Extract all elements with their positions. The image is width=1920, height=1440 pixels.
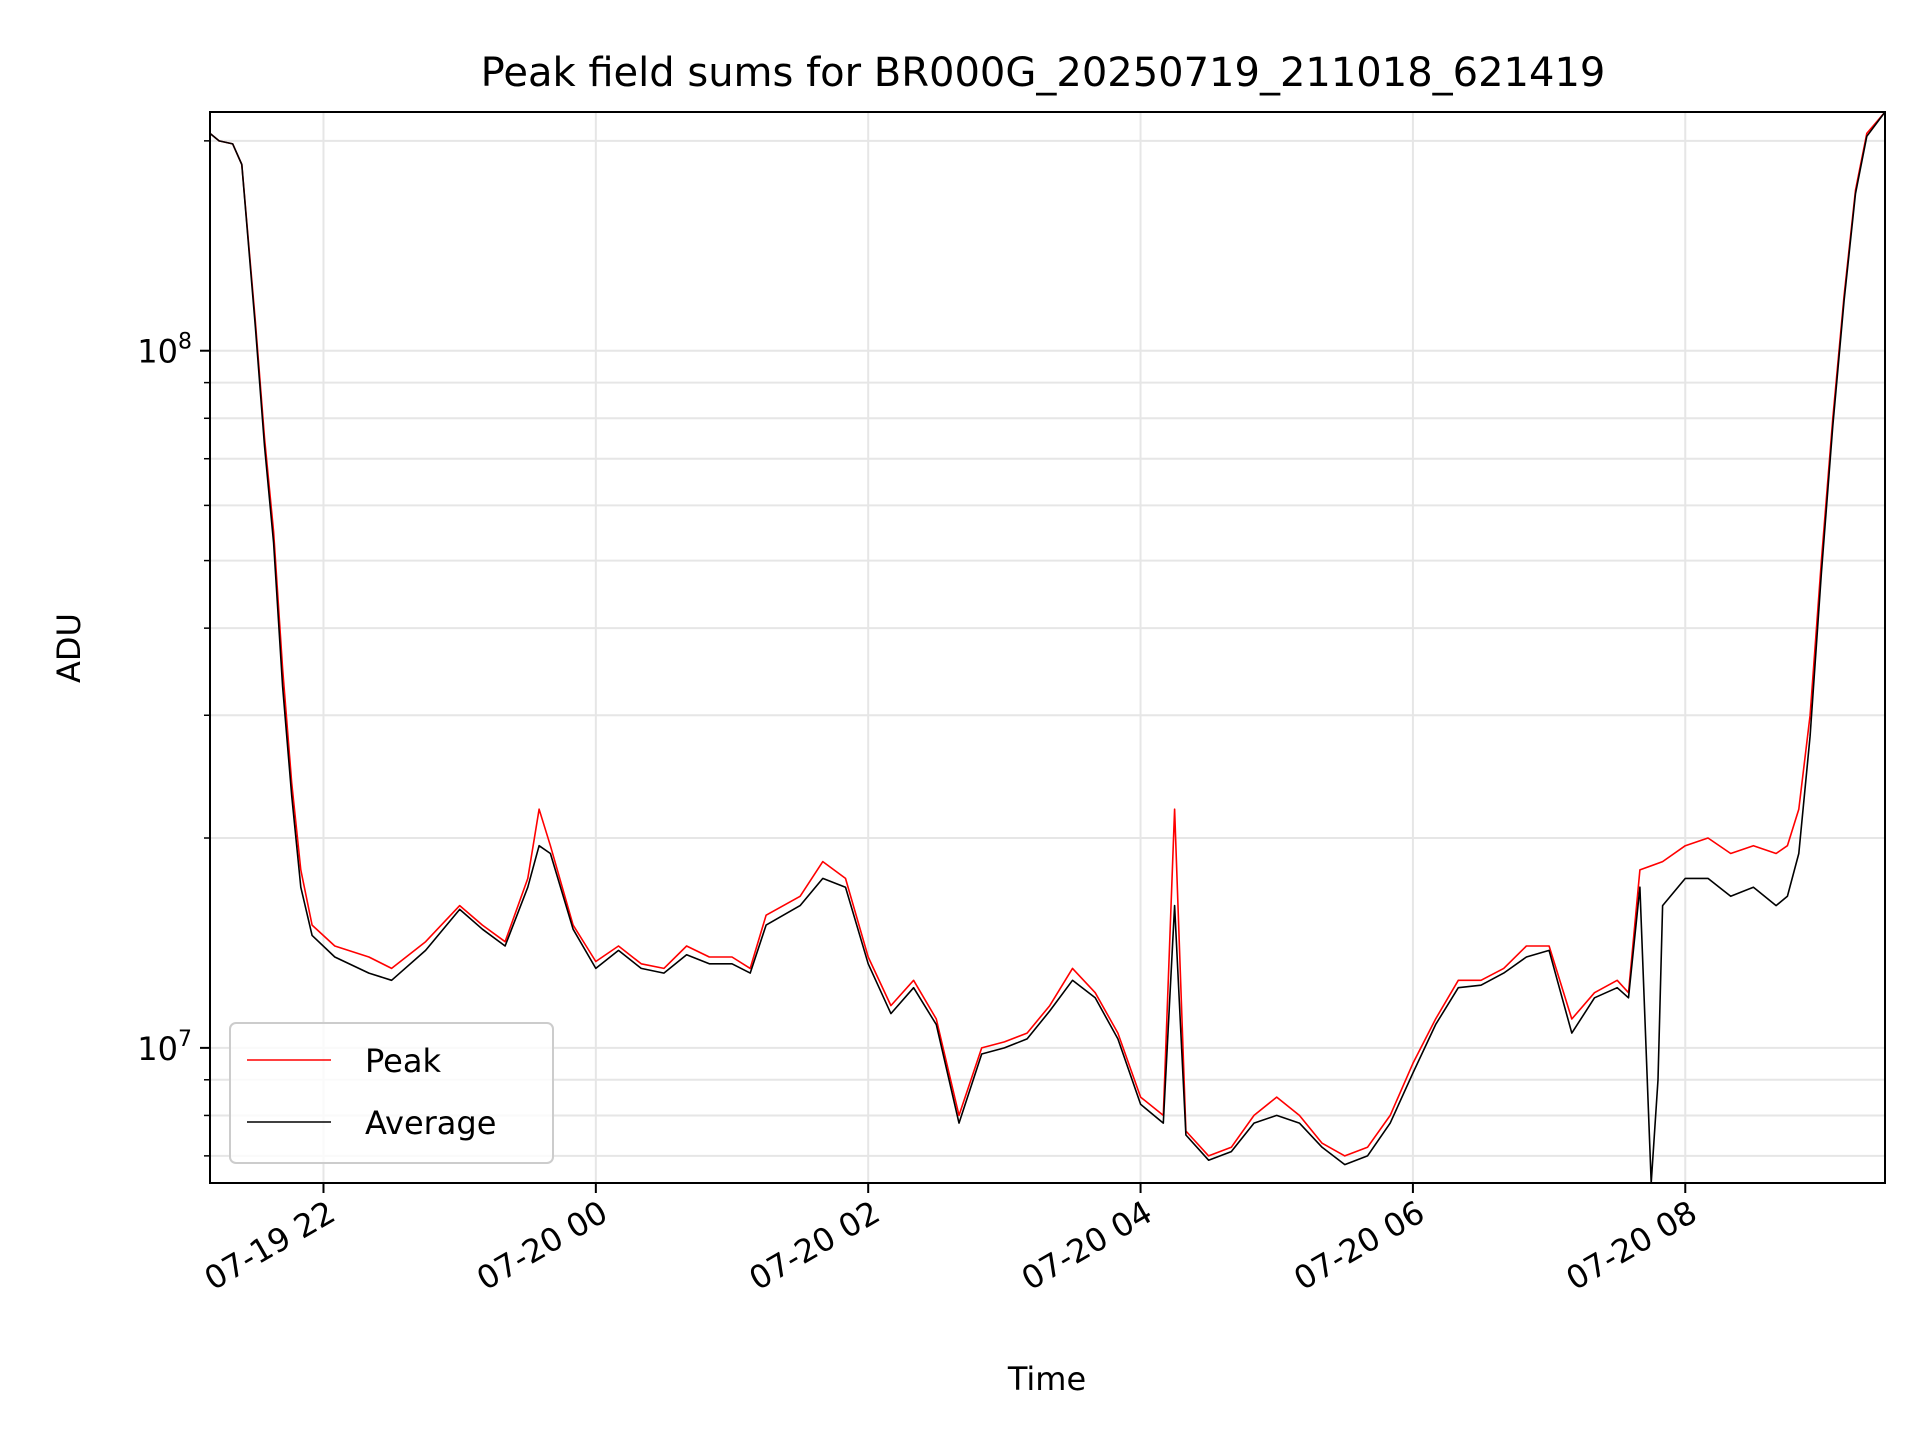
x-axis-label: Time xyxy=(1007,1360,1086,1398)
x-tick-label: 07-20 00 xyxy=(470,1193,614,1298)
x-tick-label: 07-20 08 xyxy=(1560,1193,1704,1298)
legend-peak-label: Peak xyxy=(365,1042,441,1080)
x-tick-label: 07-19 22 xyxy=(198,1193,342,1298)
x-tick-label: 07-20 06 xyxy=(1287,1193,1431,1298)
y-axis: 107 108 xyxy=(137,140,210,1157)
y-tick-label: 107 xyxy=(137,1027,192,1068)
x-tick-label: 07-20 02 xyxy=(743,1193,887,1298)
plot-frame xyxy=(209,111,1886,1184)
series-line-peak xyxy=(209,111,1886,1157)
y-tick-label: 108 xyxy=(137,330,192,371)
legend-average-label: Average xyxy=(365,1104,496,1142)
x-tick-label: 07-20 04 xyxy=(1015,1193,1159,1298)
chart-title: Peak field sums for BR000G_20250719_2110… xyxy=(481,50,1606,96)
grid xyxy=(210,112,1885,1183)
legend-box xyxy=(229,1022,554,1164)
legend: Peak Average xyxy=(229,1022,554,1164)
series-layer xyxy=(209,111,1886,1184)
y-axis-label: ADU xyxy=(50,613,88,683)
x-axis: 07-19 22 07-20 00 07-20 02 07-20 04 07-20 06… xyxy=(198,1183,1703,1298)
series-line-average xyxy=(209,111,1886,1184)
